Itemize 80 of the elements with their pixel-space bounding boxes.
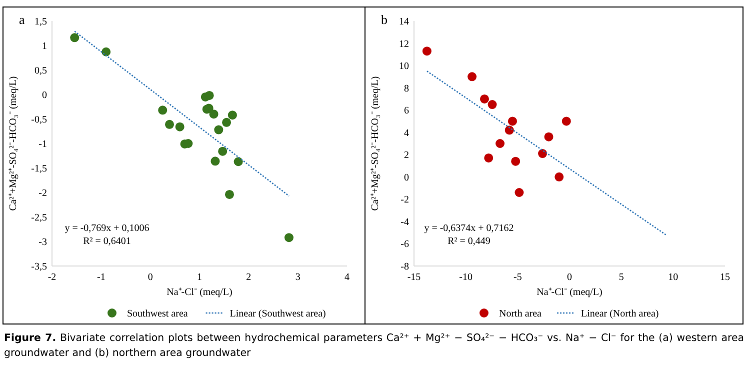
y-tick-label: 4 (404, 128, 409, 139)
x-tick-label: 0 (148, 272, 153, 283)
y-axis-title: Ca²⁺+Mg²⁺-SO₄²⁻-HCO₃⁻ (meq/L) (8, 76, 19, 211)
legend-label: Linear (Southwest area) (230, 308, 326, 320)
y-tick-label: 1 (42, 41, 47, 52)
y-tick-label: -3 (38, 237, 47, 248)
x-tick-label: -15 (407, 272, 421, 283)
caption: Figure 7. Bivariate correlation plots between hydrochemical parameters Ca²⁺ + Mg²⁺ − SO₄²⁻ − HCO₃⁻ vs. Na⁺ − Cl⁻ for the (a) western area groundwater and (b) northern area groundwater (4, 332, 744, 361)
point (504, 126, 514, 135)
x-tick-label: 3 (295, 272, 300, 283)
point (165, 120, 174, 129)
point (210, 156, 220, 166)
x-axis-title: Na⁺-Cl⁻ (meq/L) (166, 287, 232, 298)
y-tick-label: 8 (404, 83, 409, 94)
x-tick-label: 1 (197, 272, 202, 283)
annotation: y = -0,769x + 0,1006 (64, 223, 150, 234)
point (480, 94, 489, 104)
point (496, 139, 505, 148)
x-tick-label: -5 (513, 272, 522, 283)
point (562, 116, 571, 126)
y-tick-label: 14 (399, 16, 409, 28)
annotation: R² = 0,449 (448, 236, 490, 247)
point (284, 233, 294, 242)
y-tick-label: -2 (400, 194, 409, 206)
point (488, 100, 497, 110)
x-tick-label: 2 (246, 272, 252, 283)
x-tick-label: 10 (668, 272, 678, 283)
y-axis-title: Ca²⁺+Mg²⁺-SO₄²⁻-HCO₃⁻ (meq/L) (370, 76, 381, 211)
point (538, 149, 548, 158)
point (204, 90, 214, 100)
y-tick-label: 0 (42, 90, 47, 101)
point (554, 172, 564, 182)
x-tick-label: 4 (344, 272, 350, 283)
y-tick-label: -2 (38, 188, 47, 199)
annotation: y = -0,6374x + 0,7162 (424, 223, 514, 234)
y-tick-label: -8 (400, 262, 409, 272)
point (514, 188, 524, 197)
y-tick-label: -3,5 (31, 262, 47, 272)
y-tick-label: 1,5 (34, 16, 47, 28)
annotation: R² = 0,6401 (83, 236, 131, 247)
chart-title: b (381, 12, 388, 27)
point (468, 72, 477, 82)
y-tick-label: -2,5 (31, 212, 47, 224)
y-tick-label: 0 (404, 172, 409, 184)
x-tick-label: 5 (618, 272, 624, 283)
point (102, 47, 111, 56)
y-tick-label: 6 (404, 106, 409, 117)
y-tick-label: -1,5 (31, 164, 47, 174)
point (224, 190, 234, 199)
legend-label: Southwest area (127, 308, 188, 320)
point (214, 125, 224, 134)
point (70, 33, 80, 42)
point (422, 46, 432, 56)
y-tick-label: -4 (400, 216, 409, 228)
y-tick-label: -1 (38, 139, 47, 150)
y-tick-label: 12 (399, 38, 409, 50)
x-tick-label: -1 (96, 272, 106, 283)
point (508, 116, 517, 126)
point (228, 110, 237, 120)
legend-label: Linear (North area) (581, 308, 659, 320)
x-tick-label: 0 (567, 272, 572, 283)
point (234, 157, 243, 166)
x-tick-label: -10 (459, 272, 473, 283)
y-tick-label: -6 (400, 239, 409, 250)
x-axis-title: Na⁺-Cl⁻ (meq/L) (536, 287, 602, 298)
point (209, 110, 218, 119)
point (158, 106, 168, 115)
point (222, 118, 232, 127)
point (511, 156, 520, 166)
point (544, 132, 554, 142)
y-tick-label: 10 (399, 61, 409, 72)
point (218, 146, 228, 156)
y-tick-label: 0,5 (34, 66, 47, 76)
chart-title: a (19, 12, 25, 27)
point (175, 122, 184, 132)
y-tick-label: 2 (404, 150, 409, 162)
point (484, 153, 494, 162)
x-tick-label: 15 (720, 272, 730, 283)
legend-label: North area (499, 308, 542, 320)
y-tick-label: -0,5 (31, 114, 47, 126)
